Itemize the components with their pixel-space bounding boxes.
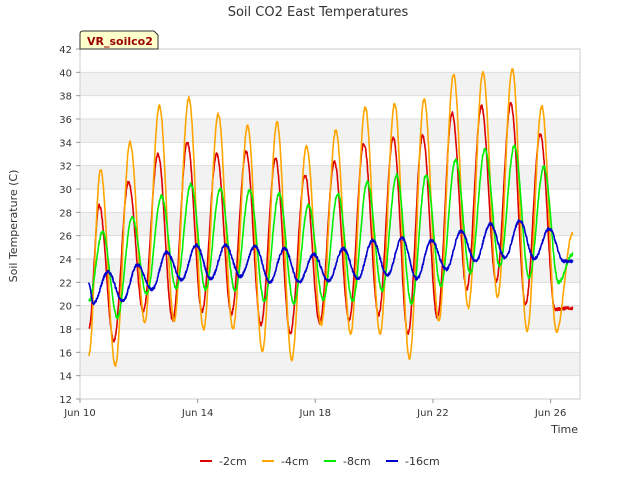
y-tick-label: 16 bbox=[59, 348, 72, 359]
plot-band bbox=[80, 352, 580, 376]
plot-band bbox=[80, 95, 580, 119]
legend-label: -16cm bbox=[405, 455, 440, 468]
x-tick-label: Jun 26 bbox=[534, 408, 567, 419]
y-tick-label: 18 bbox=[59, 325, 72, 336]
legend: -2cm -4cm -8cm -16cm bbox=[200, 455, 440, 468]
plot-frame bbox=[79, 48, 581, 400]
legend-label: -8cm bbox=[343, 455, 371, 468]
plot-band bbox=[80, 165, 580, 189]
series-line--16cm bbox=[88, 219, 574, 306]
plot-band bbox=[80, 305, 580, 329]
legend-label: -2cm bbox=[219, 455, 247, 468]
station-badge: VR_soilco2 bbox=[79, 30, 159, 50]
series-line--8cm bbox=[88, 144, 574, 320]
x-tick-label: Jun 10 bbox=[63, 408, 96, 419]
y-tick-label: 24 bbox=[59, 255, 72, 266]
plot-band bbox=[80, 212, 580, 236]
y-tick-label: 30 bbox=[59, 185, 72, 196]
plot-band bbox=[80, 72, 580, 96]
plot-band bbox=[80, 375, 580, 399]
x-axis-label: Time bbox=[550, 423, 578, 436]
plot-band bbox=[80, 49, 580, 73]
x-axis: Jun 10 Jun 14 Jun 18 Jun 22 Jun 26 bbox=[63, 399, 566, 419]
station-badge-shape bbox=[79, 30, 159, 50]
y-tick-label: 26 bbox=[59, 232, 72, 243]
y-tick-label: 40 bbox=[59, 68, 72, 79]
y-axis-label: Soil Temperature (C) bbox=[7, 170, 20, 283]
series-lines bbox=[88, 68, 574, 368]
station-badge-label: VR_soilco2 bbox=[87, 35, 153, 48]
y-tick-label: 36 bbox=[59, 115, 72, 126]
x-tick-label: Jun 22 bbox=[416, 408, 449, 419]
x-tick-label: Jun 14 bbox=[181, 408, 214, 419]
y-tick-label: 42 bbox=[59, 45, 72, 56]
chart-title: Soil CO2 East Temperatures bbox=[228, 5, 409, 20]
plot-band bbox=[80, 329, 580, 353]
y-tick-label: 22 bbox=[59, 278, 72, 289]
y-axis: 12 14 16 18 20 22 24 26 28 30 32 34 36 38 40 42 bbox=[59, 45, 80, 406]
x-tick-label: Jun 18 bbox=[299, 408, 332, 419]
y-tick-label: 28 bbox=[59, 208, 72, 219]
y-tick-label: 34 bbox=[59, 138, 72, 149]
y-tick-label: 20 bbox=[59, 302, 72, 313]
y-tick-label: 38 bbox=[59, 92, 72, 103]
legend-label: -4cm bbox=[281, 455, 309, 468]
y-tick-label: 12 bbox=[59, 395, 72, 406]
y-tick-label: 32 bbox=[59, 162, 72, 173]
y-tick-label: 14 bbox=[59, 372, 72, 383]
